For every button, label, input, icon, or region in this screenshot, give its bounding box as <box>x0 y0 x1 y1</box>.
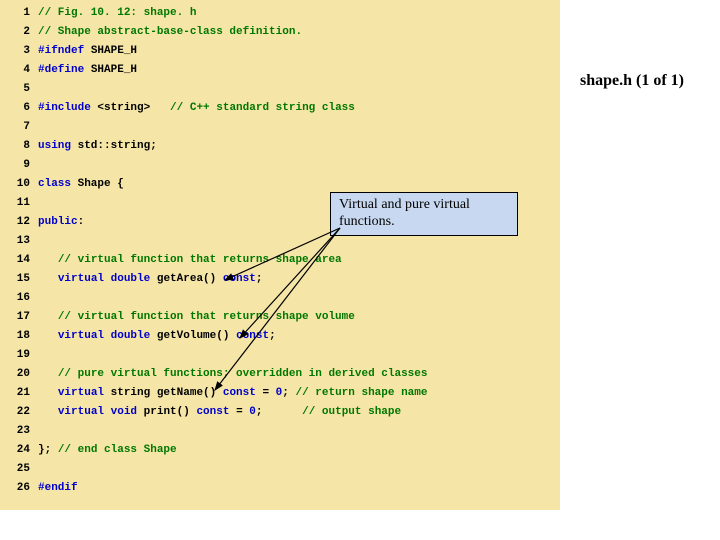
line-num: 17 <box>2 308 30 327</box>
code-content: // Fig. 10. 12: shape. h // Shape abstra… <box>32 0 560 510</box>
code-text: // Fig. 10. 12: shape. h <box>38 7 196 19</box>
line-num: 9 <box>2 156 30 175</box>
code-text: print() <box>144 406 197 418</box>
code-text: #endif <box>38 482 78 494</box>
line-num: 23 <box>2 422 30 441</box>
code-text: Shape { <box>78 178 124 190</box>
callout-text: Virtual and pure virtual <box>339 197 509 214</box>
code-text: // return shape name <box>295 387 427 399</box>
code-text <box>38 406 58 418</box>
code-text: const <box>223 387 263 399</box>
code-text: using <box>38 140 78 152</box>
code-text: const <box>236 330 269 342</box>
code-text: class <box>38 178 78 190</box>
code-text: ; <box>269 330 276 342</box>
code-text <box>38 254 58 266</box>
line-num: 12 <box>2 213 30 232</box>
code-text <box>38 387 58 399</box>
code-text: #ifndef <box>38 45 91 57</box>
line-num: 7 <box>2 118 30 137</box>
code-block: 1 2 3 4 5 6 7 8 9 10 11 12 13 14 15 16 1… <box>0 0 560 510</box>
code-text: getArea() <box>157 273 223 285</box>
code-text: = <box>262 387 275 399</box>
code-text: virtual double <box>58 330 157 342</box>
code-text: SHAPE_H <box>91 64 137 76</box>
code-text: #define <box>38 64 91 76</box>
line-numbers: 1 2 3 4 5 6 7 8 9 10 11 12 13 14 15 16 1… <box>0 0 32 510</box>
code-text: public <box>38 216 78 228</box>
line-num: 11 <box>2 194 30 213</box>
code-text: std::string; <box>78 140 157 152</box>
code-text <box>38 330 58 342</box>
line-num: 24 <box>2 441 30 460</box>
line-num: 25 <box>2 460 30 479</box>
line-num: 8 <box>2 137 30 156</box>
code-text: // Shape abstract-base-class definition. <box>38 26 302 38</box>
line-num: 15 <box>2 270 30 289</box>
code-text: const <box>223 273 256 285</box>
code-text: // end class Shape <box>58 444 177 456</box>
line-num: 16 <box>2 289 30 308</box>
code-text <box>38 368 58 380</box>
callout-box: Virtual and pure virtual functions. <box>330 192 518 236</box>
line-num: 1 <box>2 4 30 23</box>
line-num: 18 <box>2 327 30 346</box>
code-text: // output shape <box>302 406 401 418</box>
line-num: 13 <box>2 232 30 251</box>
code-text: }; <box>38 444 58 456</box>
code-text: // C++ standard string class <box>170 102 355 114</box>
code-text: // pure virtual functions; overridden in… <box>58 368 428 380</box>
line-num: 10 <box>2 175 30 194</box>
line-num: 22 <box>2 403 30 422</box>
line-num: 4 <box>2 61 30 80</box>
code-text: : <box>78 216 85 228</box>
code-text: #include <box>38 102 97 114</box>
line-num: 5 <box>2 80 30 99</box>
line-num: 26 <box>2 479 30 498</box>
line-num: 21 <box>2 384 30 403</box>
line-num: 14 <box>2 251 30 270</box>
line-num: 2 <box>2 23 30 42</box>
code-text: ; <box>256 406 302 418</box>
line-num: 3 <box>2 42 30 61</box>
code-text: // virtual function that returns shape a… <box>58 254 342 266</box>
code-text: ; <box>256 273 263 285</box>
code-text: SHAPE_H <box>91 45 137 57</box>
line-num: 19 <box>2 346 30 365</box>
code-text: ; <box>282 387 295 399</box>
code-text: 0 <box>249 406 256 418</box>
code-text: getVolume() <box>157 330 236 342</box>
line-num: 20 <box>2 365 30 384</box>
code-text: // virtual function that returns shape v… <box>58 311 355 323</box>
callout-text: functions. <box>339 214 509 231</box>
code-text: = <box>236 406 249 418</box>
code-text: virtual <box>58 387 111 399</box>
code-text: virtual void <box>58 406 144 418</box>
file-label: shape.h (1 of 1) <box>580 72 684 90</box>
code-text: string getName() <box>111 387 223 399</box>
code-text: virtual double <box>58 273 157 285</box>
code-text: const <box>196 406 236 418</box>
code-text <box>38 311 58 323</box>
code-text <box>38 273 58 285</box>
code-text: <string> <box>97 102 170 114</box>
line-num: 6 <box>2 99 30 118</box>
